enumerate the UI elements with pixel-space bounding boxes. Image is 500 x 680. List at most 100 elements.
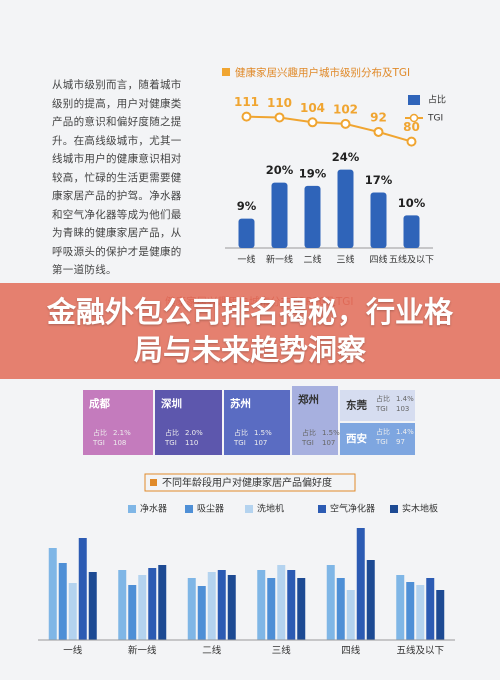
bar: [158, 565, 167, 640]
bar: [267, 578, 276, 640]
tile-stat-value: 1.4%: [396, 428, 414, 436]
tile-stat-label: TGI: [301, 439, 314, 447]
bar: [48, 548, 57, 640]
x-tick-label: 三线: [272, 645, 292, 657]
legend-label: 吸尘器: [197, 504, 224, 515]
data-label: 102: [333, 102, 358, 116]
bar: [78, 538, 87, 640]
bar: [356, 528, 365, 640]
bar: [436, 590, 445, 640]
line-point: [241, 111, 252, 122]
x-tick-label: 新一线: [266, 254, 293, 266]
title-marker: [150, 479, 157, 486]
bar: [148, 568, 157, 640]
data-label: 80: [403, 120, 420, 134]
bar: [277, 565, 286, 640]
legend-swatch: [390, 505, 398, 513]
tile-name: 东莞: [346, 399, 367, 412]
tile-stat-label: TGI: [375, 405, 388, 413]
banner-title: 金融外包公司排名揭秘，行业格局与未来趋势洞察: [46, 295, 453, 367]
line-point: [307, 117, 318, 128]
bar: [337, 169, 354, 248]
bar: [138, 575, 147, 640]
tile-stat-value: 110: [185, 439, 198, 447]
bar: [366, 560, 375, 640]
banner: 金融外包公司排名揭秘，行业格局与未来趋势洞察: [0, 283, 500, 379]
bar: [370, 192, 387, 248]
data-label: 110: [267, 96, 292, 110]
line-point: [274, 112, 285, 123]
x-tick-label: 二线: [303, 254, 321, 266]
bar: [58, 563, 67, 640]
treemap-tile: [340, 423, 415, 455]
x-tick-label: 一线: [63, 645, 83, 657]
tile-stat-label: TGI: [375, 438, 388, 446]
tile-stat-label: 占比: [165, 428, 179, 437]
bar: [187, 578, 196, 640]
treemap-tile: [340, 390, 415, 421]
tile-stat-value: 108: [113, 439, 126, 447]
paragraph: 从城市级别而言，随着城市级别的提高，用户对健康类产品的意识和偏好度随之提升。在高…: [52, 79, 182, 276]
legend-label: 洗地机: [257, 503, 284, 515]
x-tick-label: 新一线: [128, 645, 157, 657]
legend-label: 净水器: [140, 503, 167, 515]
data-label: 111: [234, 95, 259, 109]
bar: [426, 578, 435, 640]
line-point: [340, 118, 351, 129]
bar: [416, 585, 425, 640]
legend-label: 空气净化器: [330, 503, 375, 515]
treemap-tile: [155, 390, 222, 455]
data-label: 104: [300, 101, 325, 115]
legend-swatch: [128, 505, 136, 513]
tile-stat-value: 2.0%: [185, 429, 203, 437]
x-tick-label: 五线及以下: [396, 645, 444, 657]
x-tick-label: 二线: [202, 645, 222, 657]
bar: [227, 575, 236, 640]
data-label: 10%: [398, 196, 426, 210]
x-tick-label: 三线: [336, 254, 354, 266]
data-label: 17%: [365, 173, 393, 187]
tile-stat-value: 1.5%: [254, 429, 272, 437]
data-label: 20%: [266, 163, 294, 177]
tile-stat-value: 107: [322, 439, 335, 447]
bar: [68, 583, 77, 640]
legend-label: 实木地板: [402, 503, 438, 515]
bar: [207, 572, 216, 640]
line-point: [373, 126, 384, 137]
tile-stat-value: 107: [254, 439, 267, 447]
legend-swatch: [409, 113, 419, 123]
x-tick-label: 四线: [341, 645, 361, 657]
bar: [118, 570, 127, 640]
treemap-tile: [83, 390, 153, 455]
tile-stat-value: 103: [396, 405, 409, 413]
bar: [336, 578, 345, 640]
title-marker: [222, 68, 230, 76]
data-label: 9%: [237, 199, 257, 213]
bar: [346, 590, 355, 640]
bar: [257, 570, 266, 640]
x-tick-label: 五线及以下: [389, 254, 434, 266]
legend-swatch: [408, 95, 420, 105]
chart-title: 不同年龄段用户对健康家居产品偏好度: [162, 476, 332, 489]
tile-stat-label: 占比: [302, 428, 316, 437]
tile-name: 深圳: [161, 397, 182, 410]
bar: [197, 586, 206, 640]
legend-swatch: [245, 505, 253, 513]
legend-label: 占比: [428, 94, 446, 106]
legend-label: TGI: [427, 114, 443, 124]
data-label: 92: [370, 110, 387, 124]
tile-stat-label: 占比: [234, 428, 248, 437]
data-label: 24%: [332, 150, 360, 164]
legend-swatch: [318, 505, 326, 513]
tile-stat-value: 97: [396, 438, 405, 446]
x-tick-label: 四线: [369, 254, 387, 266]
bar: [403, 215, 420, 248]
tile-stat-value: 1.5%: [322, 429, 340, 437]
bar: [217, 570, 226, 640]
bar: [88, 572, 97, 640]
bar: [396, 575, 405, 640]
bar: [406, 582, 415, 640]
tile-stat-label: 占比: [376, 427, 390, 436]
treemap-tile: [224, 390, 290, 455]
tile-name: 郑州: [298, 393, 319, 406]
